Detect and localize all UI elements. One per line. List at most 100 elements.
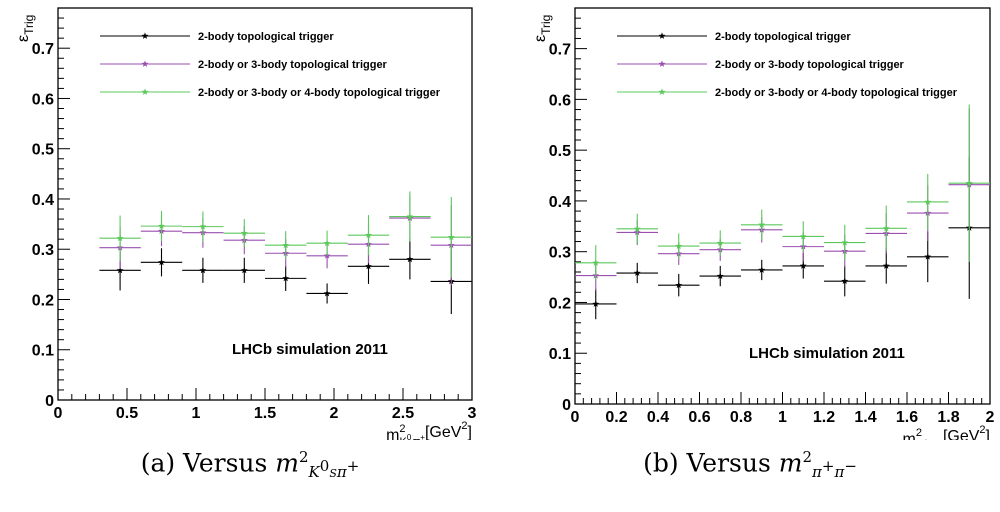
legend-label: 2-body topological trigger <box>198 31 334 43</box>
x-tick-label: 2 <box>330 405 339 422</box>
y-tick-label: 0.4 <box>549 194 571 211</box>
x-axis-label-unit: [GeV <box>425 424 462 440</box>
data-point <box>199 223 207 230</box>
data-point <box>758 221 766 228</box>
caption-a-sub2: S <box>329 467 337 481</box>
data-point <box>799 232 807 240</box>
data-point <box>758 266 766 273</box>
data-point <box>406 212 414 220</box>
x-tick-label: 2.5 <box>392 405 414 422</box>
x-tick-label: 0.2 <box>605 409 627 426</box>
x-tick-label: 1.8 <box>937 409 959 426</box>
caption-a-sub: K <box>308 463 320 482</box>
data-point <box>323 239 331 247</box>
x-axis-label-sub-sup: 0 <box>407 433 412 440</box>
data-point <box>633 269 641 276</box>
caption-a-prefix: (a) Versus <box>140 448 276 478</box>
legend-marker <box>141 88 149 95</box>
data-point <box>924 253 932 260</box>
x-axis-label-sub3-sup: + <box>420 433 425 440</box>
data-point <box>199 266 207 274</box>
y-tick-label: 0.3 <box>549 245 571 262</box>
data-point <box>158 258 165 266</box>
data-point <box>675 242 683 250</box>
caption-b-sup: 2 <box>802 448 813 466</box>
legend-marker <box>658 60 666 67</box>
data-point <box>116 234 124 242</box>
data-point <box>365 231 372 239</box>
data-point <box>240 229 248 237</box>
legend-marker <box>658 32 666 39</box>
y-tick-label: 0.6 <box>549 92 571 109</box>
x-tick-label: 1 <box>192 405 201 422</box>
legend-marker <box>141 60 149 67</box>
data-point <box>716 272 724 279</box>
data-point <box>882 262 890 269</box>
data-point <box>841 238 849 246</box>
x-tick-label: 1.6 <box>896 409 918 426</box>
y-tick-label: 0.6 <box>32 91 54 108</box>
data-point <box>965 179 973 187</box>
y-axis-label: εTrig <box>532 15 553 42</box>
y-tick-label: 0.3 <box>32 242 54 259</box>
x-tick-label: 3 <box>468 405 477 422</box>
y-tick-label: 0.7 <box>549 42 571 59</box>
x-tick-label: 0.8 <box>730 409 752 426</box>
legend-label: 2-body or 3-body or 4-body topological t… <box>715 87 958 99</box>
x-tick-label: 1 <box>778 409 787 426</box>
x-axis-label-sub3-sup: - <box>936 437 939 440</box>
data-point <box>675 281 683 289</box>
x-tick-label: 1.2 <box>813 409 835 426</box>
legend-label: 2-body or 3-body or 4-body topological t… <box>198 87 441 99</box>
x-tick-label: 1.5 <box>254 405 276 422</box>
x-axis-label-unit-sup: 2 <box>461 420 467 432</box>
caption-b-symbol: m <box>778 448 803 478</box>
data-point <box>447 233 455 241</box>
data-point <box>882 224 890 232</box>
y-tick-label: 0.1 <box>32 343 54 360</box>
chart-a: 00.10.20.30.40.50.60.70 0.5 1 1.5 2 2.5 3εTrig… <box>15 7 477 440</box>
data-point <box>116 266 124 274</box>
y-tick-label: 0.5 <box>32 142 54 159</box>
annotation-lhcb: LHCb simulation 2011 <box>749 345 905 362</box>
data-point <box>240 266 248 274</box>
x-axis-label-m: m <box>903 431 916 440</box>
x-axis-label-sub: K <box>400 436 408 440</box>
data-point <box>365 262 372 270</box>
data-point <box>158 222 165 230</box>
caption-b-prefix: (b) Versus <box>643 448 779 478</box>
y-tick-label: 0.1 <box>549 346 571 363</box>
x-tick-label: 2 <box>986 409 995 426</box>
y-axis-label: εTrig <box>15 15 36 42</box>
legend-label: 2-body or 3-body topological trigger <box>715 59 905 71</box>
caption-b-sub: π <box>812 463 822 482</box>
data-point <box>924 198 932 205</box>
data-point <box>592 259 600 266</box>
x-axis-label-unit-end: ] <box>986 428 990 440</box>
caption-a-sub3: π <box>336 463 347 482</box>
legend-label: 2-body topological trigger <box>715 31 851 43</box>
y-axis-label-sub: Trig <box>22 15 36 35</box>
caption-a-sub3-sup: + <box>346 457 360 476</box>
caption-a: (a) Versus m2K0Sπ+ <box>0 448 500 481</box>
y-tick-label: 0.5 <box>549 143 571 160</box>
x-tick-label: 0 <box>54 405 63 422</box>
x-axis-label-sub3: π <box>413 436 421 440</box>
legend-marker <box>141 32 149 39</box>
data-point <box>592 300 600 307</box>
y-tick-label: 0 <box>562 397 571 414</box>
caption-b-sub3-sup: − <box>844 457 857 476</box>
y-tick-label: 0.7 <box>32 41 54 58</box>
data-point <box>282 241 290 249</box>
x-axis-label-sub-sup: + <box>924 437 929 440</box>
x-axis-label-m: m <box>386 427 399 440</box>
series-2 <box>99 191 472 278</box>
x-axis-label-unit-end: ] <box>468 424 472 440</box>
caption-a-sub-sup: 0 <box>319 457 330 476</box>
x-axis-label-unit-sup: 2 <box>979 424 985 436</box>
legend-marker <box>658 88 666 95</box>
x-axis-label-sup: 2 <box>916 427 922 439</box>
chart-panel-a: 0 0.1 0.2 0.3 0.4 0.5 0.6 0.7 0 0.5 1 1.5 2 2.5 3 εTrig… <box>0 7 500 481</box>
chart-panel-b: 0 0.1 0.2 0.3 0.4 0.5 0.6 0.7 0 0.2 0.4 0.6 0.8 1 1.2 1… <box>500 0 1000 512</box>
x-axis-label: m2π+π- [GeV2] <box>903 424 990 440</box>
